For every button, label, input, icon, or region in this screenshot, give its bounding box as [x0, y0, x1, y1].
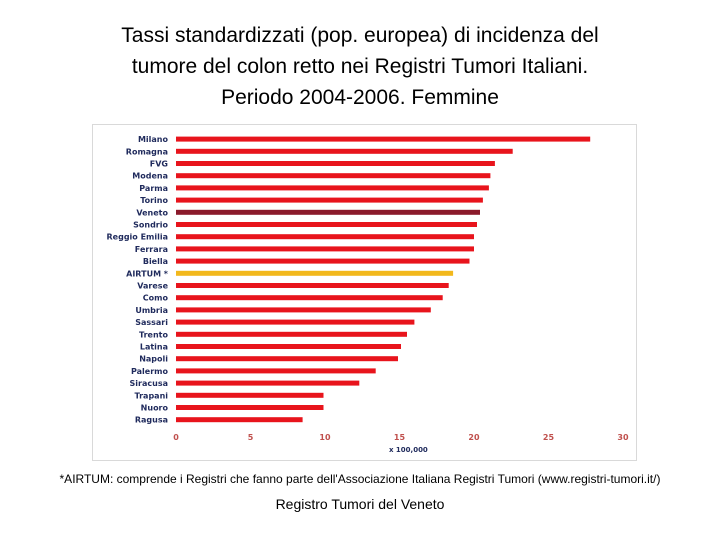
category-label-reggio-emilia: Reggio Emilia [107, 233, 169, 242]
bar-biella [176, 258, 470, 264]
bar-siracusa [176, 380, 360, 386]
bar-latina [176, 344, 401, 349]
bar-trento [176, 331, 407, 337]
title-line-1: Tassi standardizzati (pop. europea) di i… [121, 24, 599, 47]
category-label-latina: Latina [140, 343, 168, 352]
bar-fvg [176, 161, 495, 166]
category-label-airtum: AIRTUM * [126, 269, 169, 278]
bar-trapani [176, 392, 324, 398]
category-label-ferrara: Ferrara [135, 245, 168, 254]
category-label-como: Como [143, 294, 169, 303]
bar-veneto [176, 209, 480, 215]
category-label-palermo: Palermo [131, 367, 168, 376]
bar-nuoro [176, 405, 324, 410]
bar-parma [176, 185, 489, 191]
x-tick-label-10: 10 [319, 433, 331, 442]
credit-text: Registro Tumori del Veneto [275, 496, 445, 512]
chart-title: Tassi standardizzati (pop. europea) di i… [20, 20, 700, 113]
bar-milano [176, 136, 591, 142]
x-tick-label-25: 25 [543, 433, 555, 442]
category-label-trento: Trento [139, 330, 168, 339]
category-label-biella: Biella [143, 257, 168, 266]
x-axis-label: x 100,000 [389, 446, 428, 454]
x-tick-label-15: 15 [394, 433, 406, 442]
bar-modena [176, 173, 491, 179]
bar-chart: Milano Romagna FVG Modena Parma Torino Veneto S… [107, 135, 629, 454]
category-label-napoli: Napoli [139, 355, 168, 364]
x-tick-label-20: 20 [468, 433, 480, 442]
bar-palermo [176, 368, 376, 374]
title-line-2: tumore del colon retto nei Registri Tumo… [131, 55, 589, 78]
category-label-fvg: FVG [150, 160, 168, 169]
x-tick-label-30: 30 [617, 433, 629, 442]
bar-airtum [176, 270, 454, 276]
category-label-siracusa: Siracusa [130, 379, 168, 388]
category-label-ragusa: Ragusa [135, 416, 168, 425]
category-label-torino: Torino [140, 196, 168, 205]
chart-area: Milano Romagna FVG Modena Parma Torino Veneto S… [92, 124, 637, 461]
bar-como [176, 295, 443, 301]
x-tick-label-5: 5 [248, 433, 254, 442]
category-label-romagna: Romagna [126, 147, 168, 156]
category-label-parma: Parma [139, 184, 168, 193]
bar-sondrio [176, 222, 477, 227]
bar-napoli [176, 356, 398, 362]
category-label-modena: Modena [132, 172, 168, 181]
category-label-nuoro: Nuoro [141, 404, 169, 413]
bar-ragusa [176, 417, 303, 423]
footnote: *AIRTUM: comprende i Registri che fanno … [59, 472, 661, 486]
bar-ferrara [176, 246, 474, 252]
category-label-trapani: Trapani [135, 391, 169, 400]
bar-varese [176, 283, 449, 288]
category-label-umbria: Umbria [135, 306, 168, 315]
category-label-sondrio: Sondrio [133, 221, 168, 230]
title-line-3: Periodo 2004-2006. Femmine [221, 86, 499, 109]
bar-umbria [176, 307, 431, 313]
bar-torino [176, 197, 483, 203]
category-label-milano: Milano [138, 135, 169, 144]
category-label-veneto: Veneto [136, 208, 168, 217]
category-label-sassari: Sassari [135, 318, 168, 327]
x-tick-label-0: 0 [173, 433, 179, 442]
bar-romagna [176, 148, 513, 154]
bar-sassari [176, 319, 415, 325]
category-label-varese: Varese [137, 282, 168, 291]
bar-reggio-emilia [176, 234, 474, 240]
